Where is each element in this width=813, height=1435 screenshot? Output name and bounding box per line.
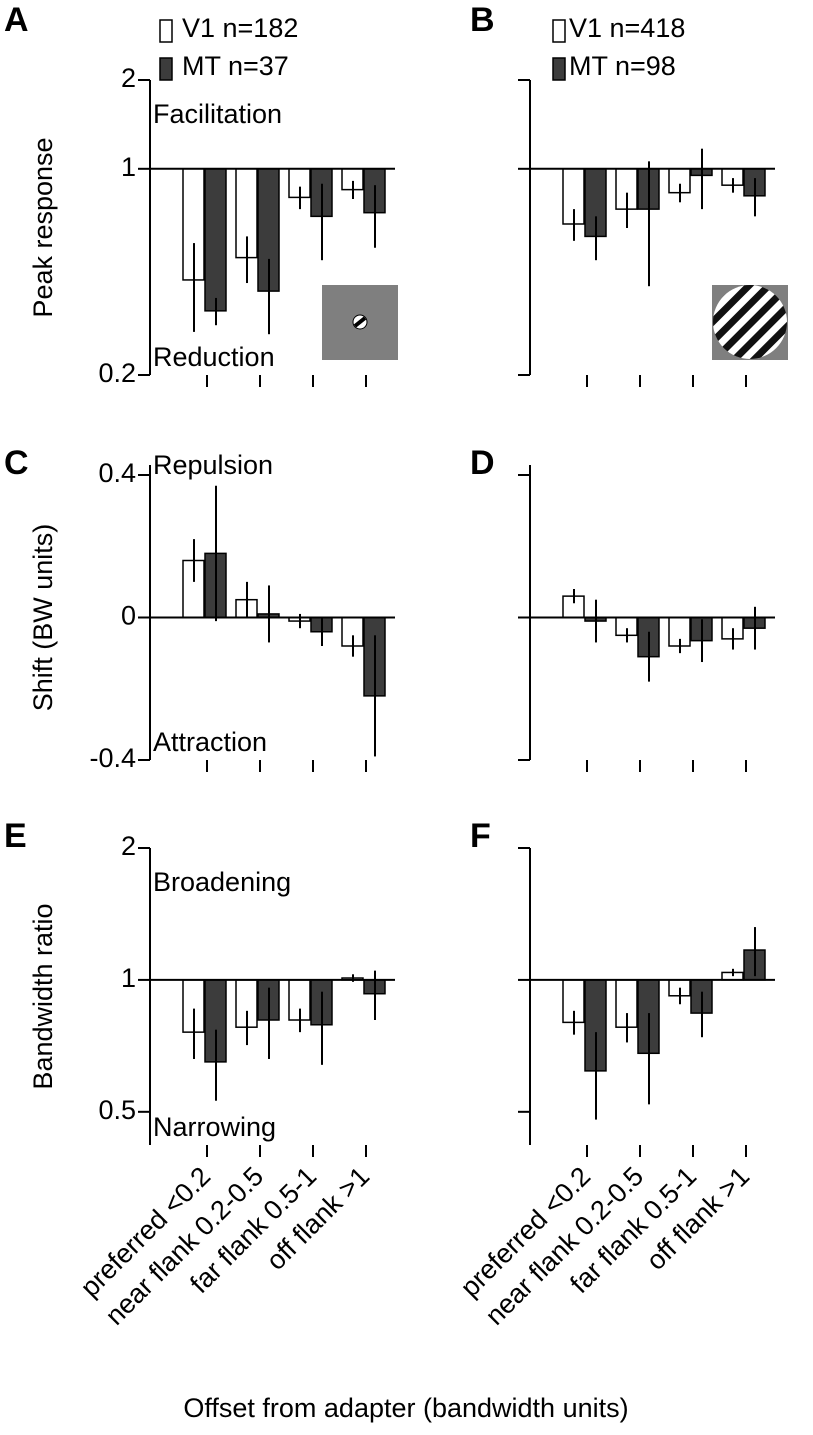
- y-axis-label: Bandwidth ratio: [28, 903, 58, 1089]
- y-tick-label: -0.4: [89, 743, 136, 773]
- panel-label: E: [4, 817, 27, 855]
- annotation: Attraction: [153, 727, 267, 757]
- panel-label: D: [470, 444, 495, 482]
- legend-label: MT n=98: [569, 51, 676, 81]
- panel-label: A: [4, 1, 29, 39]
- y-tick-label: 0: [121, 601, 136, 631]
- legend-swatch: [159, 57, 173, 81]
- legend-swatch: [552, 57, 566, 81]
- inset-b: [712, 285, 788, 360]
- annotation: Narrowing: [153, 1112, 276, 1142]
- legend-label: MT n=37: [182, 51, 289, 81]
- y-tick-label: 0.4: [98, 458, 136, 488]
- legend-label: V1 n=182: [182, 13, 298, 43]
- panel-label: F: [470, 817, 491, 855]
- y-axis-label: Peak response: [28, 137, 58, 317]
- y-tick-label: 0.5: [98, 1095, 136, 1125]
- y-tick-label: 0.2: [98, 358, 136, 388]
- y-tick-label: 2: [121, 831, 136, 861]
- annotation: Broadening: [153, 867, 291, 897]
- legend-swatch: [552, 19, 566, 43]
- y-axis-label: Shift (BW units): [28, 524, 58, 712]
- y-tick-label: 1: [121, 152, 136, 182]
- annotation: Reduction: [153, 342, 275, 372]
- legend-swatch: [159, 19, 173, 43]
- bar: [204, 168, 227, 312]
- inset-a: [322, 285, 398, 360]
- y-tick-label: 2: [121, 63, 136, 93]
- y-tick-label: 1: [121, 963, 136, 993]
- annotation: Facilitation: [153, 99, 282, 129]
- legend-label: V1 n=418: [569, 13, 685, 43]
- annotation: Repulsion: [153, 450, 273, 480]
- panel-label: C: [4, 444, 29, 482]
- panel-label: B: [470, 1, 495, 39]
- x-axis-label: Offset from adapter (bandwidth units): [183, 1393, 628, 1423]
